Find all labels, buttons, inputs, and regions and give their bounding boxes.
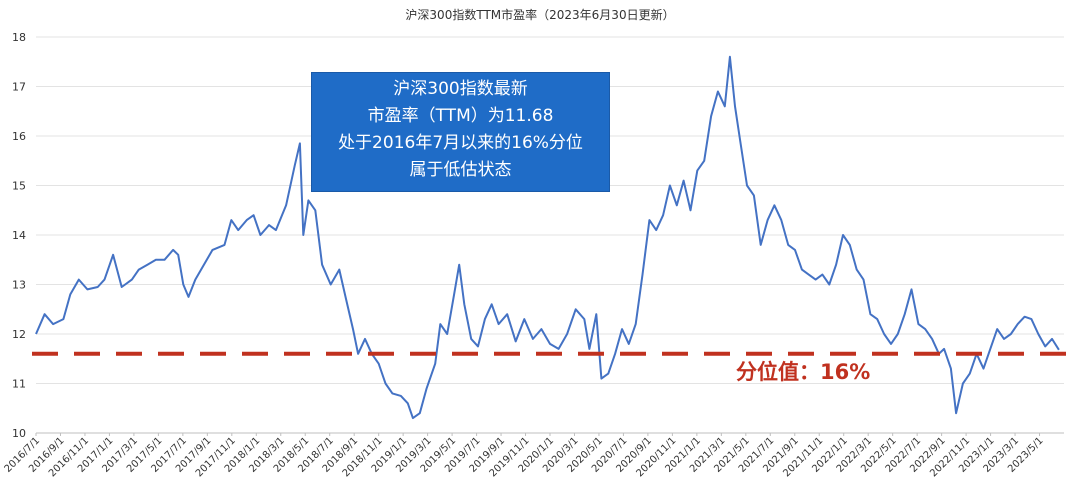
y-axis-ticks: 10 11 12 13 14 15 16 17 18	[12, 31, 26, 440]
x-axis-ticks: 2016/7/12016/9/12016/11/12017/1/12017/3/…	[3, 433, 1046, 479]
y-tick-label: 12	[12, 328, 26, 341]
chart-title: 沪深300指数TTM市盈率（2023年6月30日更新）	[405, 7, 674, 22]
y-tick-label: 14	[12, 229, 26, 242]
y-tick-label: 10	[12, 427, 26, 440]
annotation-line-4: 属于低估状态	[409, 160, 512, 180]
annotation-box: 沪深300指数最新 市盈率（TTM）为11.68 处于2016年7月以来的16%…	[311, 72, 610, 192]
y-tick-label: 13	[12, 279, 26, 292]
percentile-label: 分位值：16%	[736, 360, 871, 384]
y-tick-label: 16	[12, 130, 26, 143]
y-tick-label: 15	[12, 180, 26, 193]
series-line	[35, 55, 1060, 420]
annotation-line-3: 处于2016年7月以来的16%分位	[338, 133, 583, 153]
y-tick-label: 18	[12, 31, 26, 44]
y-tick-label: 11	[12, 378, 26, 391]
y-tick-label: 17	[12, 81, 26, 94]
annotation-line-1: 沪深300指数最新	[393, 79, 528, 99]
annotation-line-2: 市盈率（TTM）为11.68	[367, 106, 554, 126]
